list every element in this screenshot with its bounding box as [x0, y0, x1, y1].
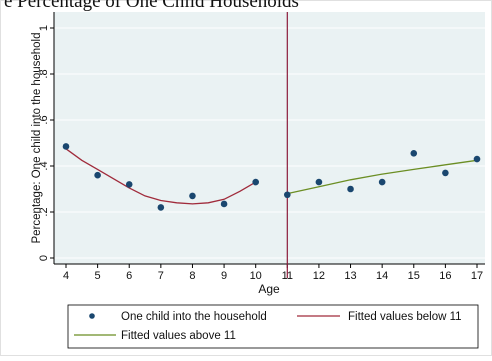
x-tick-label-8: 12 — [313, 270, 325, 282]
fit-below-line — [65, 148, 257, 205]
data-point-8 — [315, 178, 323, 186]
data-point-3 — [157, 204, 165, 211]
y-tick-label-3: .6 — [38, 115, 50, 124]
legend-label-points: One child into the household — [121, 311, 267, 323]
legend-box — [67, 304, 479, 349]
x-tick-label-1: 5 — [95, 270, 101, 282]
legend: One child into the household Fitted valu… — [67, 304, 479, 349]
y-tick-label-5: 1 — [38, 25, 50, 31]
data-point-9 — [347, 185, 354, 193]
data-point-11 — [410, 150, 418, 157]
x-tick-label-10: 14 — [376, 270, 388, 282]
data-point-5 — [220, 200, 228, 208]
x-tick-label-3: 7 — [158, 270, 164, 282]
data-point-2 — [125, 181, 133, 188]
data-point-4 — [189, 192, 196, 200]
y-tick-label-2: .4 — [38, 161, 50, 170]
plot-area — [54, 12, 485, 264]
data-point-7 — [284, 191, 291, 199]
data-point-0 — [62, 143, 70, 150]
data-point-1 — [94, 171, 101, 179]
fit-above-line — [287, 159, 478, 195]
x-tick-label-4: 8 — [189, 270, 195, 282]
legend-label-fit-above: Fitted values above 11 — [121, 330, 236, 342]
data-point-12 — [442, 169, 449, 177]
x-tick-label-6: 10 — [250, 270, 262, 282]
scatter-points — [62, 143, 481, 211]
x-tick-label-12: 16 — [439, 270, 451, 282]
x-tick-label-11: 15 — [408, 270, 420, 282]
x-tick-label-9: 13 — [344, 270, 356, 282]
data-point-6 — [252, 178, 259, 186]
x-tick-label-0: 4 — [63, 270, 69, 282]
x-axis-title: Age — [258, 282, 280, 296]
y-tick-label-0: 0 — [38, 255, 50, 261]
x-tick-label-2: 6 — [126, 270, 132, 282]
y-tick-label-1: .2 — [38, 207, 50, 216]
gridlines — [54, 27, 485, 259]
y-ticks: 0 .2 .4 .6 .8 1 — [38, 25, 54, 261]
figure-heading: e Percentage of One Child Households — [4, 0, 299, 11]
legend-label-fit-below: Fitted values below 11 — [348, 311, 462, 323]
data-point-10 — [378, 178, 386, 186]
x-ticks: 4 5 6 7 8 9 10 11 12 13 14 15 16 17 — [63, 264, 483, 282]
data-point-13 — [473, 155, 481, 163]
y-tick-label-4: .8 — [38, 69, 50, 78]
x-tick-label-5: 9 — [221, 270, 227, 282]
y-axis-title: Percentage: One child into the household — [31, 33, 43, 244]
x-tick-label-13: 17 — [471, 270, 483, 282]
legend-marker-points — [89, 313, 95, 319]
